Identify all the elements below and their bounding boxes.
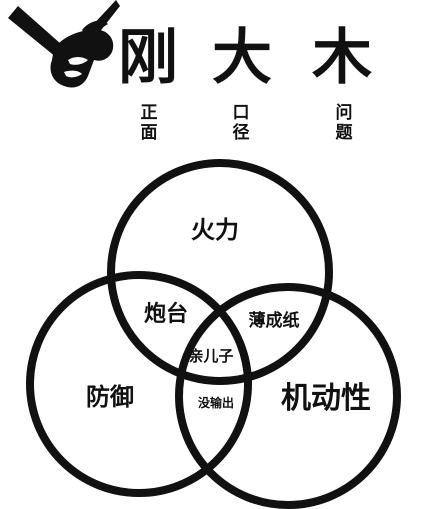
label-all-three: 亲儿子 xyxy=(188,347,233,365)
label-defense-mobility: 没输出 xyxy=(198,395,234,410)
label-firepower-mobility: 薄成纸 xyxy=(249,310,300,331)
label-firepower: 火力 xyxy=(191,216,239,244)
title-char-3: 木 xyxy=(312,23,372,93)
circle-defense xyxy=(26,271,252,497)
label-defense: 防御 xyxy=(86,383,134,411)
subtitle-column-3: 问 题 xyxy=(332,103,356,143)
title-char-1: 刚 xyxy=(118,23,178,93)
title-char-2: 大 xyxy=(212,23,272,93)
subtitle-char: 题 xyxy=(335,123,353,143)
subtitle-char: 径 xyxy=(232,123,250,143)
subtitle-column-2: 口 径 xyxy=(229,103,253,143)
label-mobility: 机动性 xyxy=(281,381,371,416)
subtitle-char: 口 xyxy=(232,103,250,123)
subtitle-char: 面 xyxy=(140,123,158,143)
subtitle-char: 正 xyxy=(140,103,158,123)
label-firepower-defense: 炮台 xyxy=(144,301,188,327)
circle-firepower xyxy=(107,159,333,385)
subtitle-column-1: 正 面 xyxy=(137,103,161,143)
hand-holding-pen-icon xyxy=(8,0,120,88)
circle-mobility xyxy=(175,283,401,509)
subtitle-char: 问 xyxy=(335,103,353,123)
